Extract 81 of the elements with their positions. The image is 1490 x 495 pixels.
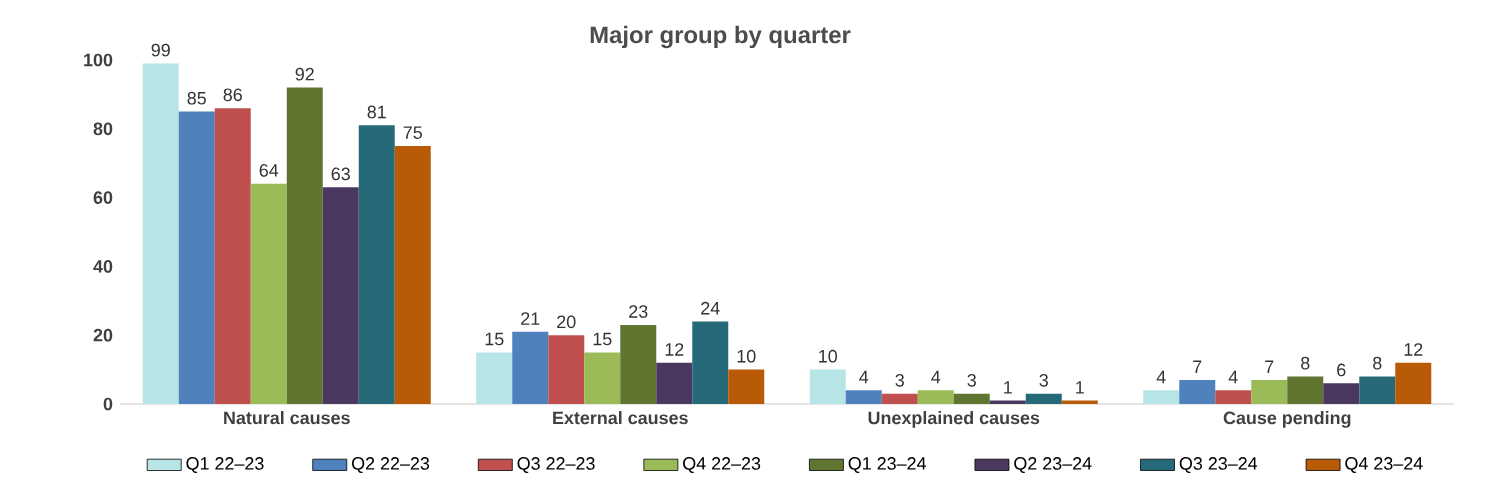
y-tick-label: 100 bbox=[84, 53, 113, 67]
data-label: 86 bbox=[223, 88, 242, 102]
bar bbox=[476, 352, 513, 404]
x-tick-label: Natural causes bbox=[224, 411, 350, 425]
bar bbox=[286, 87, 323, 404]
data-label: 3 bbox=[895, 373, 904, 387]
legend-label: Q2 22–23 bbox=[351, 457, 430, 473]
data-label: 64 bbox=[259, 164, 279, 177]
bar bbox=[1179, 379, 1216, 404]
legend-label: Q2 23–24 bbox=[1014, 457, 1092, 473]
bar bbox=[1323, 383, 1360, 404]
bar bbox=[881, 393, 918, 404]
legend-label: Q3 22–23 bbox=[517, 457, 595, 473]
data-label: 7 bbox=[1193, 360, 1202, 373]
bar bbox=[1251, 379, 1288, 404]
data-label: 8 bbox=[1301, 356, 1310, 370]
bar bbox=[322, 187, 359, 404]
data-label: 20 bbox=[557, 315, 576, 329]
bar bbox=[809, 369, 846, 404]
bar bbox=[728, 369, 765, 404]
data-label: 63 bbox=[331, 167, 350, 181]
x-tick-label: Cause pending bbox=[1223, 411, 1351, 428]
y-tick-label: 40 bbox=[93, 260, 113, 273]
data-label: 24 bbox=[701, 301, 720, 315]
bar bbox=[656, 362, 693, 404]
y-tick-label: 0 bbox=[103, 397, 113, 411]
bar bbox=[1395, 362, 1432, 404]
bar bbox=[953, 393, 990, 404]
bar bbox=[142, 63, 179, 404]
x-tick-label: Unexplained causes bbox=[868, 411, 1040, 428]
data-label: 99 bbox=[151, 43, 170, 57]
data-label: 12 bbox=[1404, 343, 1423, 356]
y-tick-label: 60 bbox=[93, 191, 113, 204]
legend-label: Q4 23–24 bbox=[1345, 457, 1423, 473]
data-label: 85 bbox=[187, 91, 206, 105]
data-label: 21 bbox=[521, 312, 540, 325]
bar bbox=[178, 111, 215, 404]
data-label: 4 bbox=[1156, 370, 1166, 384]
data-label: 75 bbox=[403, 126, 422, 139]
y-tick-label: 20 bbox=[93, 328, 113, 342]
bar bbox=[917, 390, 954, 404]
bar bbox=[1025, 393, 1062, 404]
x-tick-label: External causes bbox=[553, 411, 688, 425]
data-label: 3 bbox=[967, 373, 976, 387]
data-label: 15 bbox=[593, 332, 612, 346]
data-label: 12 bbox=[665, 343, 684, 356]
bar bbox=[548, 335, 585, 404]
data-label: 3 bbox=[1039, 373, 1048, 387]
data-label: 1 bbox=[1076, 381, 1084, 394]
bar bbox=[845, 390, 882, 404]
data-label: 15 bbox=[485, 332, 504, 346]
bar bbox=[620, 324, 657, 404]
bar bbox=[1359, 376, 1396, 404]
chart-title: Major group by quarter bbox=[590, 25, 851, 49]
y-tick-label: 80 bbox=[93, 122, 113, 136]
legend-label: Q4 22–23 bbox=[683, 457, 761, 473]
data-label: 92 bbox=[295, 67, 314, 81]
bar bbox=[1215, 390, 1252, 404]
bar bbox=[1287, 376, 1324, 404]
data-label: 81 bbox=[367, 105, 386, 119]
bar bbox=[512, 331, 549, 404]
bar bbox=[692, 321, 729, 404]
data-label: 10 bbox=[819, 349, 838, 363]
bar bbox=[394, 146, 431, 404]
legend-label: Q1 23–24 bbox=[848, 457, 927, 473]
data-label: 4 bbox=[931, 370, 941, 384]
data-label: 4 bbox=[1228, 370, 1238, 384]
data-label: 8 bbox=[1373, 356, 1382, 370]
data-label: 6 bbox=[1337, 363, 1346, 377]
bar bbox=[584, 352, 621, 404]
data-label: 23 bbox=[629, 305, 648, 318]
bar bbox=[250, 183, 287, 404]
data-label: 10 bbox=[737, 349, 756, 363]
bar bbox=[214, 108, 251, 404]
bar bbox=[1143, 390, 1180, 404]
legend-label: Q1 22–23 bbox=[186, 457, 264, 473]
legend-label: Q3 23–24 bbox=[1179, 457, 1258, 473]
data-label: 1 bbox=[1004, 381, 1012, 394]
data-label: 4 bbox=[859, 370, 869, 384]
bar bbox=[358, 125, 395, 404]
data-label: 7 bbox=[1265, 360, 1274, 373]
